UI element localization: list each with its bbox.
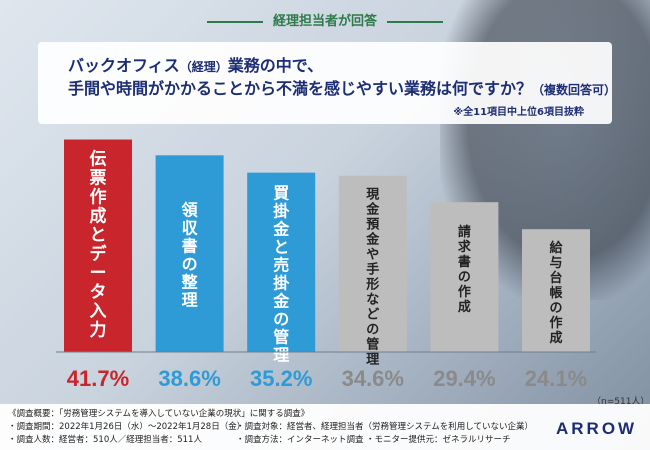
bar-4: [338, 175, 407, 352]
sample-size-label: （n=511人）: [592, 397, 650, 407]
question-text-1b: （経理）: [179, 60, 228, 74]
bar-2: [155, 155, 224, 352]
question-line-1: バックオフィス（経理）業務の中で、: [68, 52, 323, 76]
question-text-2a: 手間や時間がかかることから不満を感じやすい業務は何ですか？: [68, 79, 533, 98]
question-line-2: 手間や時間がかかることから不満を感じやすい業務は何ですか？（複数回答可）: [68, 75, 616, 99]
survey-period: ・調査期間：2022年1月26日（水）〜2022年1月28日（金）: [8, 422, 246, 432]
bar-1: [64, 139, 132, 352]
survey-people: ・調査人数：経営者：510人／経理担当者：511人: [8, 435, 202, 445]
question-text-1a: バックオフィス: [68, 56, 180, 75]
value-label-6: 24.1%: [525, 366, 587, 391]
category-label-4: 現金預金や手形などの管理: [365, 188, 380, 368]
bar-6: [522, 229, 590, 352]
question-text-1c: 業務の中で、: [227, 56, 324, 75]
bar-chart: 伝票作成とデータ入力 41.7% 領収書の整理 38.6% 買掛金と売掛金の管理35.2…: [56, 139, 596, 391]
survey-footer: 《調査概要：「労務管理システムを導入していない企業の現状」に関する調査》 ・調査…: [0, 404, 650, 450]
arrow-logo: ARROW: [556, 419, 638, 438]
survey-target: ・調査対象：経営者、経理担当者（労務管理システムを利用していない企業）: [236, 422, 533, 432]
bar-3: [247, 172, 316, 352]
value-label-2: 38.6%: [158, 366, 220, 391]
respondent-badge: 経理担当者が回答: [0, 10, 650, 29]
value-label-3: 35.2%: [250, 366, 312, 391]
category-label-6: 給与台帳の作成: [549, 240, 563, 346]
value-label-5: 29.4%: [433, 366, 495, 391]
question-text-2b: （複数回答可）: [532, 83, 617, 97]
items-note: ※全11項目中上位6項目抜粋: [453, 107, 584, 118]
badge-line-left: [206, 20, 263, 23]
value-label-1: 41.7%: [67, 366, 129, 391]
category-label-5: 請求書の作成: [458, 224, 472, 315]
survey-monitor: ・モニター提供元：ゼネラルリサーチ: [366, 435, 511, 445]
survey-method: ・調査方法：インターネット調査: [236, 435, 364, 445]
question-box: バックオフィス（経理）業務の中で、 手間や時間がかかることから不満を感じやすい業…: [38, 42, 616, 124]
bar-5: [430, 202, 499, 352]
survey-title: 《調査概要：「労務管理システムを導入していない企業の現状」に関する調査》: [8, 409, 310, 419]
value-label-4: 34.6%: [342, 366, 404, 391]
category-label-3: 買掛金と売掛金の管理: [272, 184, 290, 365]
badge-text: 経理担当者が回答: [272, 14, 377, 29]
category-label-1: 伝票作成とデータ入力: [90, 149, 108, 341]
badge-line-right: [387, 20, 443, 23]
category-label-2: 領収書の整理: [181, 201, 199, 310]
